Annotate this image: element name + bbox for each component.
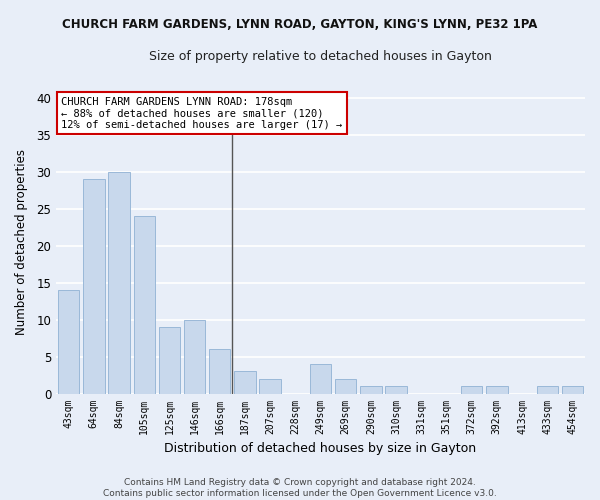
Bar [385,386,407,394]
Y-axis label: Number of detached properties: Number of detached properties [15,149,28,335]
Bar [259,379,281,394]
Bar [234,372,256,394]
Bar [536,386,558,394]
Text: Contains HM Land Registry data © Crown copyright and database right 2024.
Contai: Contains HM Land Registry data © Crown c… [103,478,497,498]
Text: CHURCH FARM GARDENS, LYNN ROAD, GAYTON, KING'S LYNN, PE32 1PA: CHURCH FARM GARDENS, LYNN ROAD, GAYTON, … [62,18,538,30]
Bar [335,379,356,394]
Bar [134,216,155,394]
Bar [109,172,130,394]
Bar [310,364,331,394]
Bar [562,386,583,394]
Bar [83,179,104,394]
Bar [486,386,508,394]
Bar [184,320,205,394]
Bar [209,349,230,394]
X-axis label: Distribution of detached houses by size in Gayton: Distribution of detached houses by size … [164,442,476,455]
Text: CHURCH FARM GARDENS LYNN ROAD: 178sqm
← 88% of detached houses are smaller (120): CHURCH FARM GARDENS LYNN ROAD: 178sqm ← … [61,96,343,130]
Title: Size of property relative to detached houses in Gayton: Size of property relative to detached ho… [149,50,492,63]
Bar [360,386,382,394]
Bar [58,290,79,394]
Bar [461,386,482,394]
Bar [159,327,180,394]
